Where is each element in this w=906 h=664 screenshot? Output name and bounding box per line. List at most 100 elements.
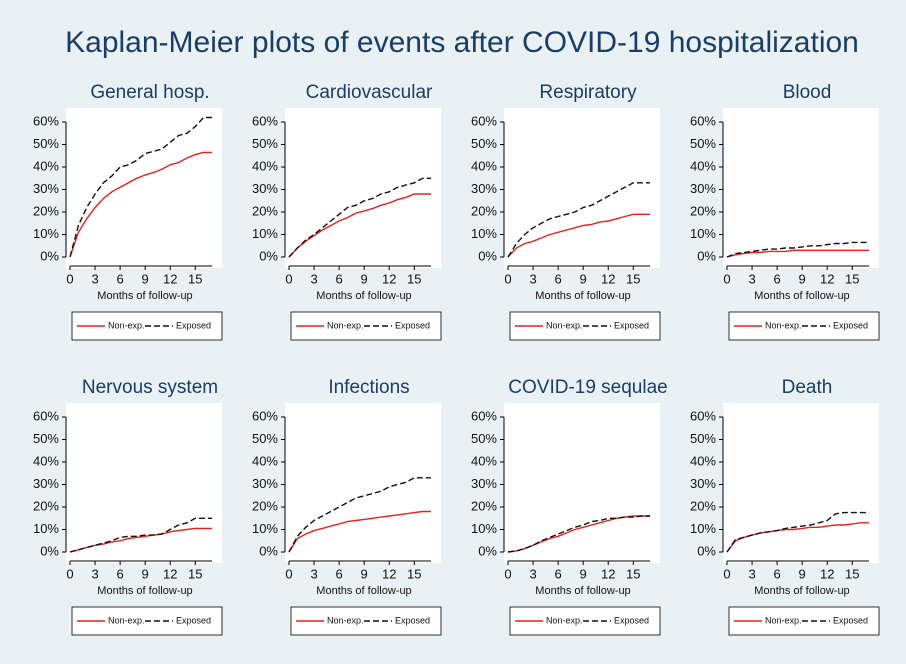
y-tick-label: 40% xyxy=(690,158,716,173)
legend-label: Non-exp. xyxy=(546,615,583,625)
y-tick-label: 10% xyxy=(33,226,59,241)
km-curve xyxy=(288,177,431,258)
y-tick-label: 0% xyxy=(697,248,716,263)
km-curve xyxy=(288,477,431,553)
x-tick-label: 15 xyxy=(407,566,421,581)
x-tick-label: 3 xyxy=(310,566,317,581)
x-tick-label: 9 xyxy=(580,566,587,581)
y-tick-label: 10% xyxy=(252,226,278,241)
y-tick-label: 60% xyxy=(690,113,716,128)
x-tick-label: 12 xyxy=(382,271,396,286)
y-tick-label: 40% xyxy=(252,158,278,173)
km-curve xyxy=(288,193,431,258)
legend-label: Non-exp. xyxy=(765,320,802,330)
plot-area xyxy=(66,403,222,563)
x-tick-label: 15 xyxy=(188,566,202,581)
legend-label: Exposed xyxy=(176,615,211,625)
y-tick-label: 20% xyxy=(33,203,59,218)
x-tick-label: 6 xyxy=(774,271,781,286)
y-tick-label: 40% xyxy=(33,453,59,468)
legend-label: Non-exp. xyxy=(765,615,802,625)
y-tick-label: 40% xyxy=(33,158,59,173)
x-tick-label: 3 xyxy=(529,271,536,286)
x-tick-label: 6 xyxy=(555,271,562,286)
y-tick-label: 20% xyxy=(690,498,716,513)
y-tick-label: 40% xyxy=(252,453,278,468)
legend-label: Non-exp. xyxy=(546,320,583,330)
plot-area xyxy=(723,403,879,563)
km-curve xyxy=(507,515,650,553)
x-tick-label: 12 xyxy=(163,271,177,286)
km-curve xyxy=(288,510,431,553)
y-tick-label: 50% xyxy=(252,136,278,151)
legend-label: Exposed xyxy=(614,615,649,625)
x-tick-label: 6 xyxy=(774,566,781,581)
legend-label: Non-exp. xyxy=(327,320,364,330)
x-tick-label: 6 xyxy=(117,566,124,581)
y-tick-label: 0% xyxy=(478,543,497,558)
x-tick-label: 12 xyxy=(820,566,834,581)
x-axis-label: Months of follow-up xyxy=(97,290,192,302)
x-tick-label: 3 xyxy=(748,566,755,581)
y-tick-label: 50% xyxy=(690,431,716,446)
legend-label: Non-exp. xyxy=(327,615,364,625)
x-tick-label: 12 xyxy=(820,271,834,286)
y-tick-label: 30% xyxy=(252,181,278,196)
x-tick-label: 9 xyxy=(361,566,368,581)
y-tick-label: 10% xyxy=(690,521,716,536)
x-tick-label: 6 xyxy=(336,566,343,581)
x-tick-label: 12 xyxy=(601,566,615,581)
legend-label: Exposed xyxy=(176,320,211,330)
panel-title: Infections xyxy=(328,377,409,398)
plot-area xyxy=(66,108,222,268)
y-tick-label: 40% xyxy=(690,453,716,468)
x-tick-label: 15 xyxy=(845,566,859,581)
km-curve xyxy=(69,527,212,553)
y-tick-label: 0% xyxy=(40,248,59,263)
legend-label: Exposed xyxy=(614,320,649,330)
y-tick-label: 60% xyxy=(690,408,716,423)
x-tick-label: 3 xyxy=(529,566,536,581)
legend-label: Exposed xyxy=(833,615,868,625)
y-tick-label: 0% xyxy=(697,543,716,558)
km-curve xyxy=(726,241,869,258)
y-tick-label: 30% xyxy=(690,476,716,491)
km-curve xyxy=(507,182,650,258)
figure-title: Kaplan-Meier plots of events after COVID… xyxy=(65,26,859,59)
x-tick-label: 0 xyxy=(285,566,292,581)
y-tick-label: 60% xyxy=(252,113,278,128)
panel-title: Cardiovascular xyxy=(306,82,433,103)
panel-title: Death xyxy=(782,377,833,398)
km-curve xyxy=(726,511,869,553)
legend-label: Non-exp. xyxy=(108,320,145,330)
y-tick-label: 60% xyxy=(471,113,497,128)
y-tick-label: 20% xyxy=(471,498,497,513)
y-tick-label: 50% xyxy=(33,431,59,446)
y-tick-label: 10% xyxy=(690,226,716,241)
x-tick-label: 0 xyxy=(723,566,730,581)
x-tick-label: 0 xyxy=(723,271,730,286)
y-tick-label: 50% xyxy=(471,136,497,151)
y-tick-label: 0% xyxy=(259,543,278,558)
x-tick-label: 0 xyxy=(285,271,292,286)
y-tick-label: 20% xyxy=(33,498,59,513)
y-tick-label: 50% xyxy=(33,136,59,151)
x-axis-label: Months of follow-up xyxy=(754,585,849,597)
x-tick-label: 6 xyxy=(555,566,562,581)
y-tick-label: 30% xyxy=(690,181,716,196)
y-tick-label: 40% xyxy=(471,158,497,173)
km-curve xyxy=(726,249,869,258)
panel-title: General hosp. xyxy=(90,82,209,103)
x-tick-label: 3 xyxy=(748,271,755,286)
x-axis-label: Months of follow-up xyxy=(535,585,630,597)
x-tick-label: 15 xyxy=(626,566,640,581)
panel-title: COVID-19 sequlae xyxy=(508,377,667,398)
x-axis-label: Months of follow-up xyxy=(316,290,411,302)
x-tick-label: 9 xyxy=(799,271,806,286)
plot-area xyxy=(504,403,660,563)
x-axis-label: Months of follow-up xyxy=(316,585,411,597)
x-tick-label: 0 xyxy=(66,271,73,286)
y-tick-label: 0% xyxy=(259,248,278,263)
x-tick-label: 15 xyxy=(845,271,859,286)
